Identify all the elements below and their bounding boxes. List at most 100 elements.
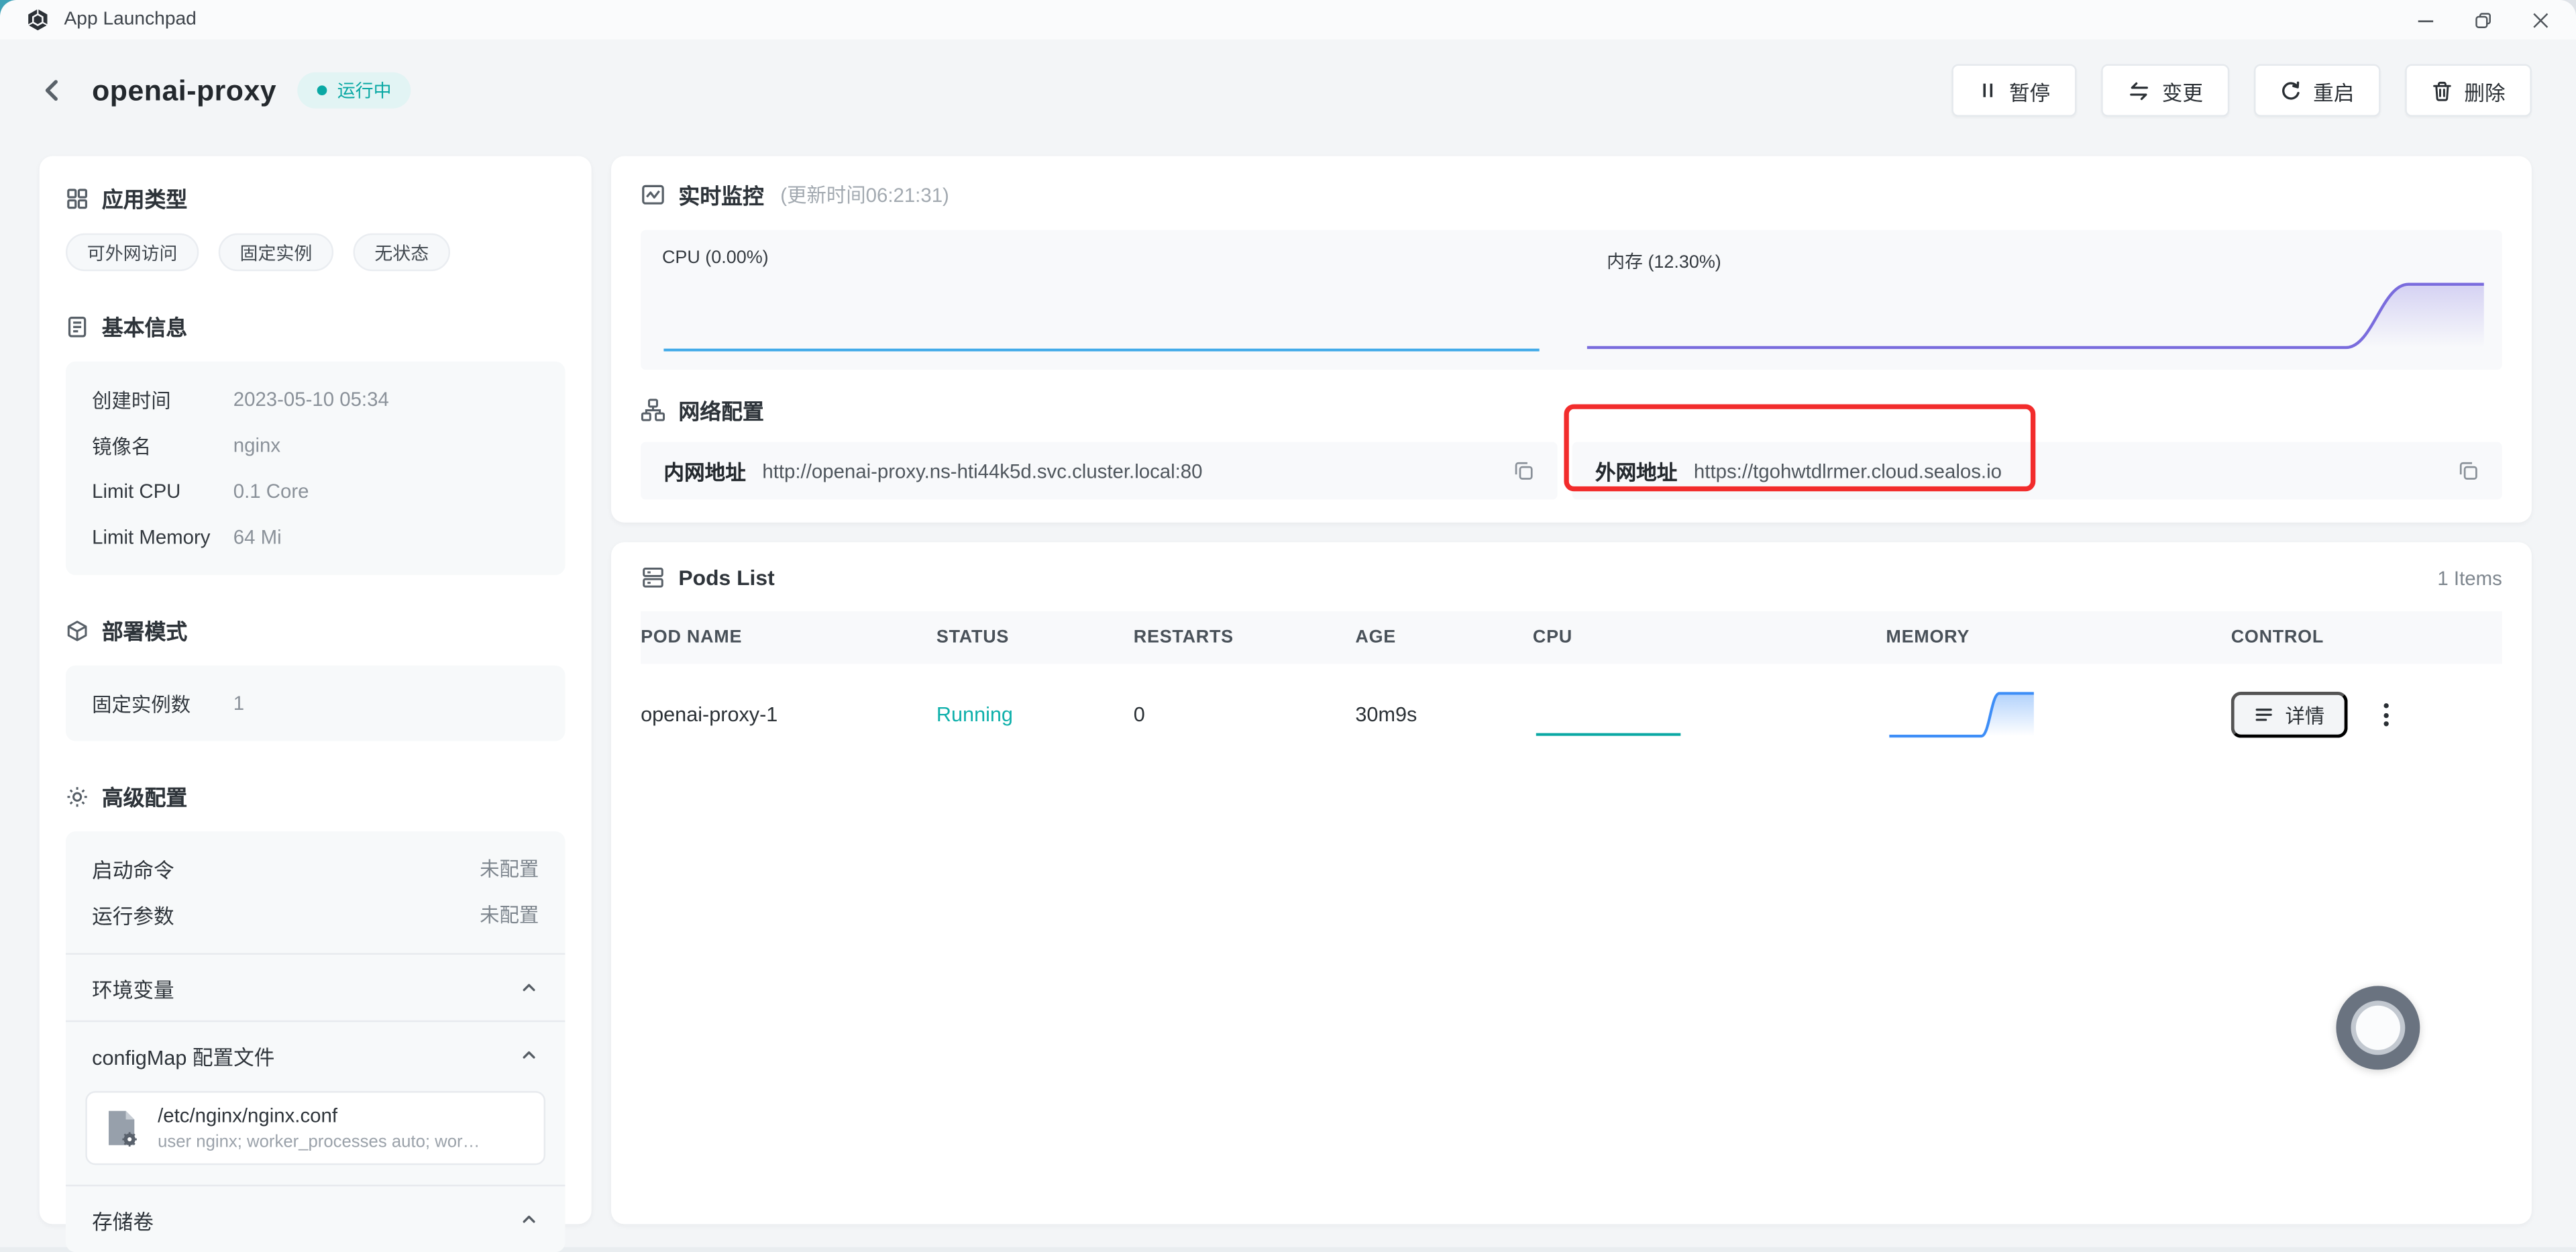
pause-button[interactable]: 暂停	[1951, 64, 2077, 117]
internal-address-row: 内网地址 http://openai-proxy.ns-hti44k5d.svc…	[641, 441, 1558, 500]
change-icon	[2130, 81, 2148, 99]
info-row: 创建时间 2023-05-10 05:34	[92, 387, 389, 412]
section-title: 部署模式	[101, 619, 188, 645]
pod-status: Running	[936, 703, 1013, 727]
copy-icon	[2459, 462, 2477, 480]
col-control: CONTROL	[2231, 627, 2324, 647]
monitoring-update-time: (更新时间06:21:31)	[780, 184, 949, 207]
tag-fixed-instance: 固定实例	[218, 233, 334, 272]
configmap-file-name: /etc/nginx/nginx.conf	[158, 1104, 338, 1128]
status-badge: 运行中	[297, 72, 411, 109]
restart-button[interactable]: 重启	[2253, 64, 2381, 117]
pod-memory-sparkline	[1889, 692, 2034, 738]
col-restarts: RESTARTS	[1133, 627, 1234, 647]
col-cpu: CPU	[1532, 627, 1572, 647]
pod-detail-button[interactable]: 详情	[2231, 692, 2348, 738]
file-gear-icon	[109, 1110, 137, 1147]
section-title: 基本信息	[101, 315, 188, 340]
gear-icon	[67, 786, 87, 806]
pods-title: Pods List	[678, 565, 775, 590]
internal-address-value: http://openai-proxy.ns-hti44k5d.svc.clus…	[762, 459, 1203, 482]
chevron-up-icon	[523, 1215, 535, 1223]
pod-table-row: openai-proxy-1 Running 0 30m9s	[641, 664, 2502, 766]
pause-icon	[1983, 83, 1992, 97]
app-type-tags: 可外网访问 固定实例 无状态	[65, 233, 565, 272]
col-memory: MEMORY	[1886, 627, 1970, 647]
cpu-chart-label: CPU (0.00%)	[661, 248, 769, 268]
pods-header: Pods List 1 Items	[641, 565, 2502, 590]
close-button[interactable]	[2532, 11, 2550, 29]
pod-restarts: 0	[1133, 703, 1145, 727]
change-button[interactable]: 变更	[2101, 64, 2230, 117]
pods-count: 1 Items	[2437, 566, 2502, 589]
minimize-button[interactable]	[2416, 11, 2434, 29]
detail-list-icon	[2255, 709, 2272, 721]
adv-row-start-command: 启动命令 未配置	[92, 857, 539, 882]
restart-icon	[2282, 81, 2300, 99]
window-title: App Launchpad	[64, 9, 197, 30]
divider	[65, 953, 566, 955]
delete-icon	[2433, 81, 2451, 101]
internal-address-label: 内网地址	[663, 462, 746, 485]
configmap-file-item[interactable]: /etc/nginx/nginx.conf user nginx; worker…	[85, 1091, 546, 1165]
cursor-click-indicator-ring	[2351, 1000, 2406, 1055]
pod-name: openai-proxy-1	[641, 703, 778, 727]
page-title: openai-proxy	[92, 72, 277, 106]
status-badge-label: 运行中	[337, 82, 392, 102]
back-button[interactable]	[40, 77, 66, 103]
memory-monitor-sparkline	[1587, 282, 2484, 350]
env-vars-toggle[interactable]: 环境变量	[66, 955, 565, 1021]
memory-chart-label: 内存 (12.30%)	[1607, 253, 1721, 273]
col-pod-name: POD NAME	[641, 627, 743, 647]
monitoring-title: 实时监控	[678, 184, 764, 209]
advanced-config-box: 启动命令 未配置 运行参数 未配置 环境变量 configMap 配置文件	[65, 831, 566, 1252]
pods-card: Pods List 1 Items POD NAME STATUS RESTAR…	[611, 542, 2532, 1224]
configmap-file-preview: user nginx; worker_processes auto; worke…	[158, 1132, 486, 1152]
section-basic-info: 基本信息	[66, 311, 565, 342]
app-launchpad-logo-icon	[26, 8, 49, 31]
network-title: 网络配置	[678, 399, 764, 424]
adv-row-run-params: 运行参数 未配置	[92, 902, 539, 928]
pods-list-icon	[643, 568, 663, 588]
network-rows: 内网地址 http://openai-proxy.ns-hti44k5d.svc…	[641, 441, 2502, 500]
col-status: STATUS	[936, 627, 1010, 647]
pod-more-menu-button[interactable]	[2383, 703, 2389, 727]
chevron-up-icon	[523, 984, 535, 992]
copy-external-address-button[interactable]	[2458, 460, 2479, 482]
cube-icon	[67, 619, 87, 641]
basic-info-box: 创建时间 2023-05-10 05:34 镜像名 nginx Limit CP…	[65, 361, 566, 576]
copy-internal-address-button[interactable]	[1513, 460, 1535, 482]
chevron-up-icon	[523, 1051, 535, 1059]
sidebar: 应用类型 可外网访问 固定实例 无状态 基本信息 创建时间 2023-05-10…	[39, 156, 592, 1252]
tag-external-access: 可外网访问	[65, 233, 199, 272]
storage-toggle[interactable]: 存储卷	[66, 1186, 565, 1252]
pod-cpu-sparkline	[1536, 733, 1681, 736]
monitoring-card: 实时监控 (更新时间06:21:31) CPU (0.00%) 内存 (12.3…	[611, 156, 2532, 523]
info-row: 固定实例数 1	[92, 692, 245, 716]
cursor-click-indicator	[2336, 986, 2420, 1070]
section-title: 应用类型	[101, 187, 188, 212]
network-header: 网络配置	[641, 395, 2502, 426]
copy-icon	[1515, 462, 1533, 480]
network-icon	[641, 399, 665, 421]
status-dot-icon	[317, 85, 328, 96]
delete-button[interactable]: 删除	[2405, 64, 2532, 117]
section-advanced-config: 高级配置	[66, 780, 565, 812]
deploy-mode-box: 固定实例数 1	[65, 665, 566, 741]
divider	[65, 1020, 566, 1023]
external-address-highlight-box	[1564, 404, 2036, 492]
info-row: Limit CPU 0.1 Core	[92, 480, 309, 503]
col-age: AGE	[1355, 627, 1397, 647]
pods-table-header: POD NAME STATUS RESTARTS AGE CPU MEMORY …	[641, 611, 2502, 664]
configmap-toggle[interactable]: configMap 配置文件	[66, 1022, 565, 1088]
document-icon	[68, 315, 87, 337]
titlebar: App Launchpad	[0, 0, 2576, 40]
info-row: 镜像名 nginx	[92, 433, 281, 458]
restore-button[interactable]	[2474, 11, 2492, 29]
monitoring-header: 实时监控 (更新时间06:21:31)	[641, 179, 2502, 211]
grid-icon	[67, 188, 87, 208]
monitoring-charts: CPU (0.00%) 内存 (12.30%)	[641, 229, 2502, 370]
section-app-type: 应用类型	[66, 182, 565, 214]
external-address-label: 外网地址	[1595, 462, 1678, 485]
